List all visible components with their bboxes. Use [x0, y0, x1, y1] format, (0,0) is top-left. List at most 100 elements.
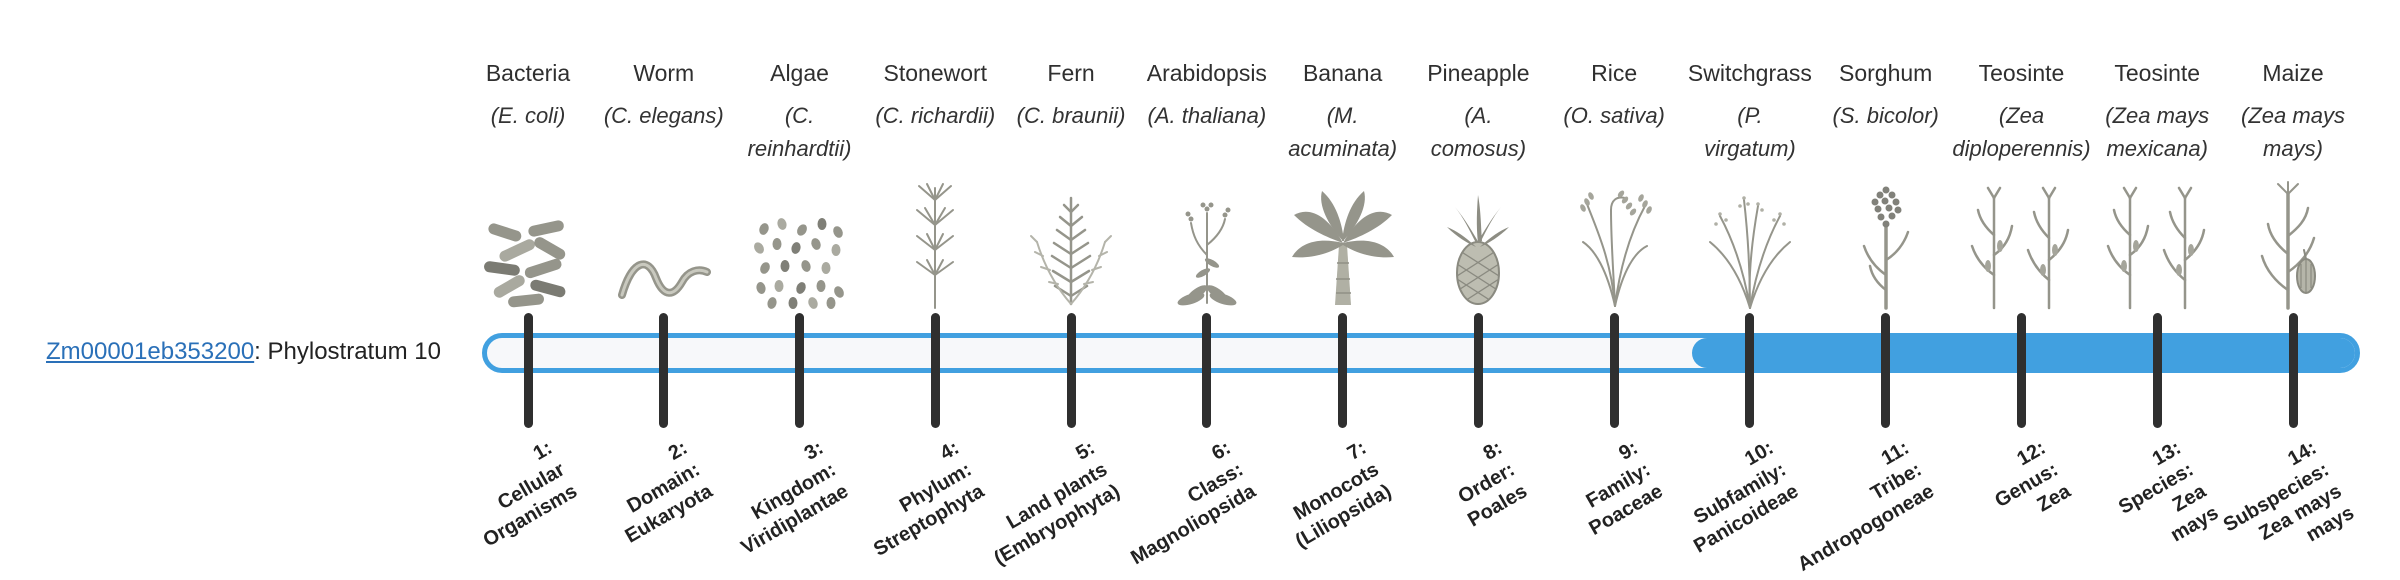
phylostratum-tick-14: [2288, 313, 2298, 428]
organism-column-11: Sorghum (S. bicolor): [1786, 60, 1986, 132]
organism-latin-line: (O. sativa): [1563, 103, 1665, 128]
taxonomy-tick-label-14: 14: Subspecies: Zea mays mays: [2219, 436, 2359, 547]
organism-latin-name: (S. bicolor): [1786, 99, 1986, 132]
organism-latin-name: (Zea mays mays): [2193, 99, 2393, 165]
organism-column-2: Worm (C. elegans): [564, 60, 764, 132]
organism-latin-line: (C. elegans): [603, 103, 724, 128]
organism-column-13: Teosinte (Zea mays mexicana): [2057, 60, 2257, 165]
organism-latin-line: (Zea: [1998, 103, 2045, 128]
organism-latin-name: (P. virgatum): [1650, 99, 1850, 165]
taxonomy-tick-label-3: 3: Kingdom: Viridiplantae: [737, 436, 853, 560]
organism-column-12: Teosinte (Zea diploperennis): [1921, 60, 2121, 165]
organism-latin-name: (C. braunii): [971, 99, 1171, 132]
organism-column-6: Arabidopsis (A. thaliana): [1107, 60, 1307, 132]
pineapple-icon: [1378, 168, 1578, 310]
teosinte-icon: [1921, 168, 2121, 310]
organism-latin-line: mexicana): [2106, 136, 2208, 161]
algae-icon: [700, 168, 900, 310]
organism-latin-line: (Zea mays: [2105, 103, 2210, 128]
banana-icon: [1243, 168, 1443, 310]
gene-phylostratum-text: : Phylostratum 10: [254, 338, 441, 365]
maize-icon: [2193, 168, 2393, 310]
organism-name: Algae: [770, 60, 829, 86]
organism-column-8: Pineapple (A. comosus): [1378, 60, 1578, 165]
organism-latin-name: (C. richardii): [835, 99, 1035, 132]
phylostratum-tick-12: [2016, 313, 2026, 428]
phylostratum-tick-4: [930, 313, 940, 428]
phylostratum-tick-11: [1881, 313, 1891, 428]
taxonomy-tick-label-8: 8: Order: Poales: [1454, 436, 1531, 532]
organism-latin-name: (A. comosus): [1378, 99, 1578, 165]
organism-latin-line: comosus): [1430, 136, 1527, 161]
organism-column-9: Rice (O. sativa): [1514, 60, 1714, 132]
organism-name: Switchgrass: [1687, 60, 1812, 86]
organism-latin-line: (C. braunii): [1016, 103, 1126, 128]
organism-latin-line: (P.: [1737, 103, 1763, 128]
phylostratum-tick-9: [1609, 313, 1619, 428]
stonewort-icon: [835, 168, 1035, 310]
organism-column-14: Maize (Zea mays mays): [2193, 60, 2393, 165]
organism-latin-name: (O. sativa): [1514, 99, 1714, 132]
taxonomy-tick-label-6: 6: Class: Magnoliopsida: [1127, 436, 1260, 570]
organism-latin-line: (S. bicolor): [1832, 103, 1939, 128]
organism-column-7: Banana (M. acuminata): [1243, 60, 1443, 165]
phylostratum-tick-5: [1066, 313, 1076, 428]
phylostratum-tick-6: [1202, 313, 1212, 428]
organism-latin-name: (C. elegans): [564, 99, 764, 132]
organism-latin-line: (E. coli): [490, 103, 566, 128]
phylostratum-tick-7: [1338, 313, 1348, 428]
organism-latin-name: (Zea mays mexicana): [2057, 99, 2257, 165]
organism-latin-line: (Zea mays: [2241, 103, 2345, 128]
gene-label: Zm00001eb353200: Phylostratum 10: [46, 338, 441, 366]
organism-column-5: Fern (C. braunii): [971, 60, 1171, 132]
organism-column-1: Bacteria (E. coli): [428, 60, 628, 132]
phylostratum-tick-3: [795, 313, 805, 428]
organism-latin-line: (C. richardii): [875, 103, 996, 128]
sorghum-icon: [1786, 168, 1986, 310]
organism-name: Teosinte: [2114, 60, 2201, 86]
arabidopsis-icon: [1107, 168, 1307, 310]
taxonomy-tick-label-4: 4: Phylum: Streptophyta: [869, 436, 988, 561]
organism-latin-line: acuminata): [1288, 136, 1398, 161]
organism-latin-line: (M.: [1326, 103, 1359, 128]
organism-latin-name: (M. acuminata): [1243, 99, 1443, 165]
organism-name: Teosinte: [1978, 60, 2065, 86]
gene-id-link[interactable]: Zm00001eb353200: [46, 338, 255, 365]
taxonomy-tick-label-7: 7: Monocots (Liliopsida): [1289, 436, 1396, 553]
organism-latin-line: mays): [2263, 136, 2323, 161]
organism-column-10: Switchgrass (P. virgatum): [1650, 60, 1850, 165]
taxonomy-tick-label-13: 13: Species: Zea mays: [2115, 436, 2223, 547]
phylostratum-tick-10: [1745, 313, 1755, 428]
organism-column-4: Stonewort (C. richardii): [835, 60, 1035, 132]
organism-latin-line: virgatum): [1704, 136, 1796, 161]
organism-name: Banana: [1302, 60, 1383, 86]
organism-name: Pineapple: [1427, 60, 1530, 86]
organism-latin-line: (C.: [784, 103, 815, 128]
organism-name: Rice: [1591, 60, 1638, 86]
organism-latin-name: (C. reinhardtii): [700, 99, 900, 165]
rice-icon: [1514, 168, 1714, 310]
taxonomy-tick-label-11: 11: Tribe: Andropogoneae: [1794, 436, 1939, 576]
organism-latin-name: (E. coli): [428, 99, 628, 132]
taxonomy-tick-label-12: 12: Genus: Zea: [1990, 436, 2074, 517]
organism-name: Stonewort: [883, 60, 988, 86]
worm-icon: [564, 168, 764, 310]
organism-name: Arabidopsis: [1146, 60, 1267, 86]
switchgrass-icon: [1650, 168, 1850, 310]
taxonomy-tick-label-9: 9: Family: Poaceae: [1582, 436, 1667, 540]
taxonomy-tick-label-10: 10: Subfamily: Panicoideae: [1690, 436, 1803, 558]
organism-name: Worm: [633, 60, 695, 86]
organism-latin-line: reinhardtii): [747, 136, 852, 161]
organism-name: Bacteria: [485, 60, 571, 86]
teosinte-icon: [2057, 168, 2257, 310]
organism-name: Maize: [2262, 60, 2324, 86]
organism-name: Fern: [1047, 60, 1095, 86]
phylostratum-tick-8: [1473, 313, 1483, 428]
organism-latin-line: diploperennis): [1952, 136, 2091, 161]
taxonomy-tick-label-1: 1: Cellular Organisms: [479, 436, 581, 552]
phylostratum-tick-13: [2152, 313, 2162, 428]
bacteria-icon: [428, 168, 628, 310]
phylostratum-tick-2: [659, 313, 669, 428]
taxonomy-tick-label-2: 2: Domain: Eukaryota: [621, 436, 717, 548]
